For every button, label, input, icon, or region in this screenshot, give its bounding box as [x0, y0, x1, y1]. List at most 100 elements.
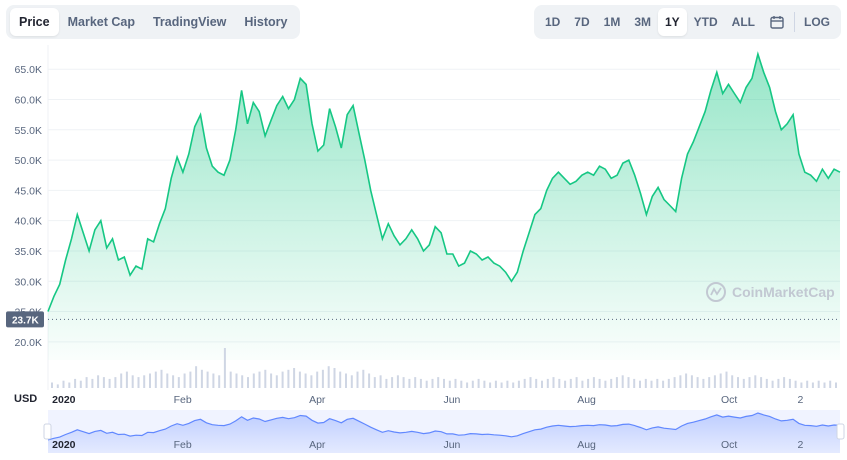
- volume-bar: [794, 380, 797, 388]
- volume-bar: [402, 377, 405, 388]
- x-tick-label: Jun: [443, 394, 460, 406]
- volume-bar: [581, 380, 584, 388]
- volume-bar: [91, 378, 94, 388]
- range-navigator[interactable]: 2020 Feb Apr Jun Aug Oct 2: [43, 410, 845, 453]
- volume-bar: [345, 373, 347, 388]
- tab-price[interactable]: Price: [10, 8, 59, 36]
- volume-bar: [702, 378, 705, 388]
- volume-bar: [149, 373, 151, 388]
- volume-bar: [195, 366, 198, 388]
- volume-bar: [362, 369, 365, 388]
- volume-bar: [696, 377, 699, 388]
- tab-market-cap[interactable]: Market Cap: [67, 15, 135, 29]
- range-all[interactable]: ALL: [731, 15, 755, 29]
- price-line: [47, 51, 841, 312]
- navigator-right-handle[interactable]: [836, 423, 845, 440]
- volume-bar: [639, 380, 641, 388]
- volume-bar: [270, 373, 273, 388]
- volume-bar: [264, 369, 267, 388]
- volume-bar: [806, 380, 809, 388]
- volume-bar: [229, 371, 232, 388]
- volume-bar: [350, 375, 353, 388]
- tab-history[interactable]: History: [244, 15, 288, 29]
- volume-bar: [327, 366, 330, 388]
- volume-bar: [154, 371, 157, 388]
- volume-bar: [604, 380, 607, 388]
- y-tick-label: 20.0K: [15, 337, 42, 349]
- volume-bar: [321, 369, 324, 388]
- volume-bar: [339, 371, 342, 388]
- volume-bar: [235, 373, 238, 388]
- volume-bar: [437, 377, 440, 388]
- volume-bar: [823, 382, 826, 388]
- volume-bar: [494, 380, 497, 388]
- volume-bar: [114, 377, 117, 388]
- time-range-selector: 1D 7D 1M 3M 1Y YTD ALL LOG: [533, 5, 841, 39]
- volume-bar: [74, 378, 77, 388]
- calendar-icon[interactable]: [762, 9, 792, 35]
- volume-bar: [51, 382, 53, 388]
- volume-bar: [569, 378, 572, 388]
- volume-bar: [575, 377, 578, 388]
- volume-bar: [748, 377, 751, 388]
- y-tick-label: 55.0K: [15, 125, 42, 137]
- volume-bar: [500, 382, 503, 388]
- volume-bar: [592, 377, 595, 388]
- log-scale-toggle[interactable]: LOG: [804, 15, 830, 29]
- volume-bar: [725, 371, 728, 388]
- y-tick-label: 50.0K: [15, 155, 42, 167]
- volume-bar: [368, 373, 371, 388]
- volume-bar: [125, 371, 128, 388]
- y-tick-label: 60.0K: [15, 95, 42, 107]
- volume-bar: [333, 368, 336, 388]
- volume-bar: [391, 377, 394, 388]
- volume-bar: [223, 348, 226, 388]
- volume-bar: [610, 378, 613, 388]
- y-tick-label: 45.0K: [15, 185, 42, 197]
- volume-bar: [166, 373, 169, 388]
- volume-bar: [466, 382, 469, 388]
- coinmarketcap-watermark: CoinMarketCap: [706, 282, 835, 302]
- range-3m[interactable]: 3M: [634, 15, 651, 29]
- volume-bar: [737, 377, 739, 388]
- range-ytd[interactable]: YTD: [693, 15, 718, 29]
- y-axis: 20.0K25.0K30.0K35.0K40.0K45.0K50.0K55.0K…: [15, 64, 42, 349]
- volume-bar: [835, 382, 837, 388]
- range-1y[interactable]: 1Y: [657, 8, 687, 36]
- volume-bar: [316, 371, 319, 388]
- volume-bar: [523, 378, 526, 388]
- volume-bar: [431, 378, 434, 388]
- range-7d[interactable]: 7D: [574, 15, 590, 29]
- volume-bar: [189, 371, 192, 388]
- current-price-label: 23.7K: [12, 315, 39, 326]
- volume-bar: [477, 378, 480, 388]
- volume-bar: [385, 378, 388, 388]
- x-tick-label: Oct: [721, 394, 737, 406]
- volume-bar: [627, 377, 630, 388]
- volume-bar: [281, 371, 284, 388]
- volume-bar: [829, 380, 832, 388]
- volume-bar: [633, 378, 636, 388]
- volume-bar: [673, 377, 676, 388]
- volume-bar: [160, 369, 163, 388]
- volume-bar: [644, 378, 647, 388]
- tab-tradingview[interactable]: TradingView: [152, 15, 227, 29]
- volume-bar: [679, 375, 682, 388]
- x-tick-label: 2020: [52, 394, 76, 406]
- volume-bar: [667, 378, 670, 388]
- volume-bar: [564, 380, 567, 388]
- volume-bar: [396, 375, 399, 388]
- volume-bar: [448, 380, 451, 388]
- volume-bar: [471, 380, 474, 388]
- volume-bar: [131, 375, 134, 388]
- volume-bar: [713, 375, 716, 388]
- navigator-x-axis: 2020 Feb Apr Jun Aug Oct 2: [52, 439, 803, 451]
- navigator-left-handle[interactable]: [43, 423, 52, 440]
- volume-bar: [200, 369, 203, 388]
- navigator-tick-label: Jun: [443, 439, 460, 451]
- range-1m[interactable]: 1M: [603, 15, 621, 29]
- range-1d[interactable]: 1D: [544, 15, 561, 29]
- volume-bar: [546, 378, 549, 388]
- volume-bar: [765, 378, 768, 388]
- volume-bar: [298, 371, 301, 388]
